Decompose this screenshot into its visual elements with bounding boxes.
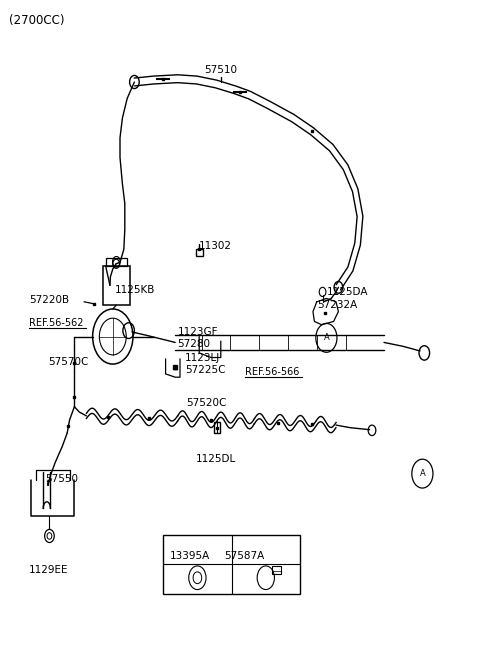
Bar <box>106 258 127 266</box>
Text: 57550: 57550 <box>46 474 79 484</box>
Text: 1125DA: 1125DA <box>326 287 368 297</box>
Bar <box>214 422 220 433</box>
Text: 57220B: 57220B <box>29 295 69 305</box>
Bar <box>196 249 203 256</box>
Text: 1125DL: 1125DL <box>196 454 236 464</box>
Text: 13395A: 13395A <box>170 551 210 562</box>
Text: 1123GF: 1123GF <box>178 327 218 337</box>
Text: 57587A: 57587A <box>225 551 265 562</box>
Text: 1123LJ: 1123LJ <box>185 354 220 363</box>
Text: 57232A: 57232A <box>317 300 357 310</box>
Text: 57510: 57510 <box>204 66 237 75</box>
Text: 57570C: 57570C <box>48 358 88 367</box>
Text: 57280: 57280 <box>178 339 211 349</box>
Text: 1129EE: 1129EE <box>29 565 68 575</box>
Text: A: A <box>324 333 329 342</box>
Text: 57225C: 57225C <box>185 365 225 375</box>
Text: REF.56-562: REF.56-562 <box>29 318 84 328</box>
Bar <box>272 566 281 575</box>
Text: A: A <box>420 469 425 478</box>
Bar <box>163 535 300 594</box>
Text: 57520C: 57520C <box>186 398 227 408</box>
Bar <box>103 266 130 305</box>
Text: REF.56-566: REF.56-566 <box>245 367 299 377</box>
Text: 11302: 11302 <box>199 241 232 251</box>
Text: (2700CC): (2700CC) <box>9 14 64 28</box>
Text: 1125KB: 1125KB <box>115 285 156 295</box>
